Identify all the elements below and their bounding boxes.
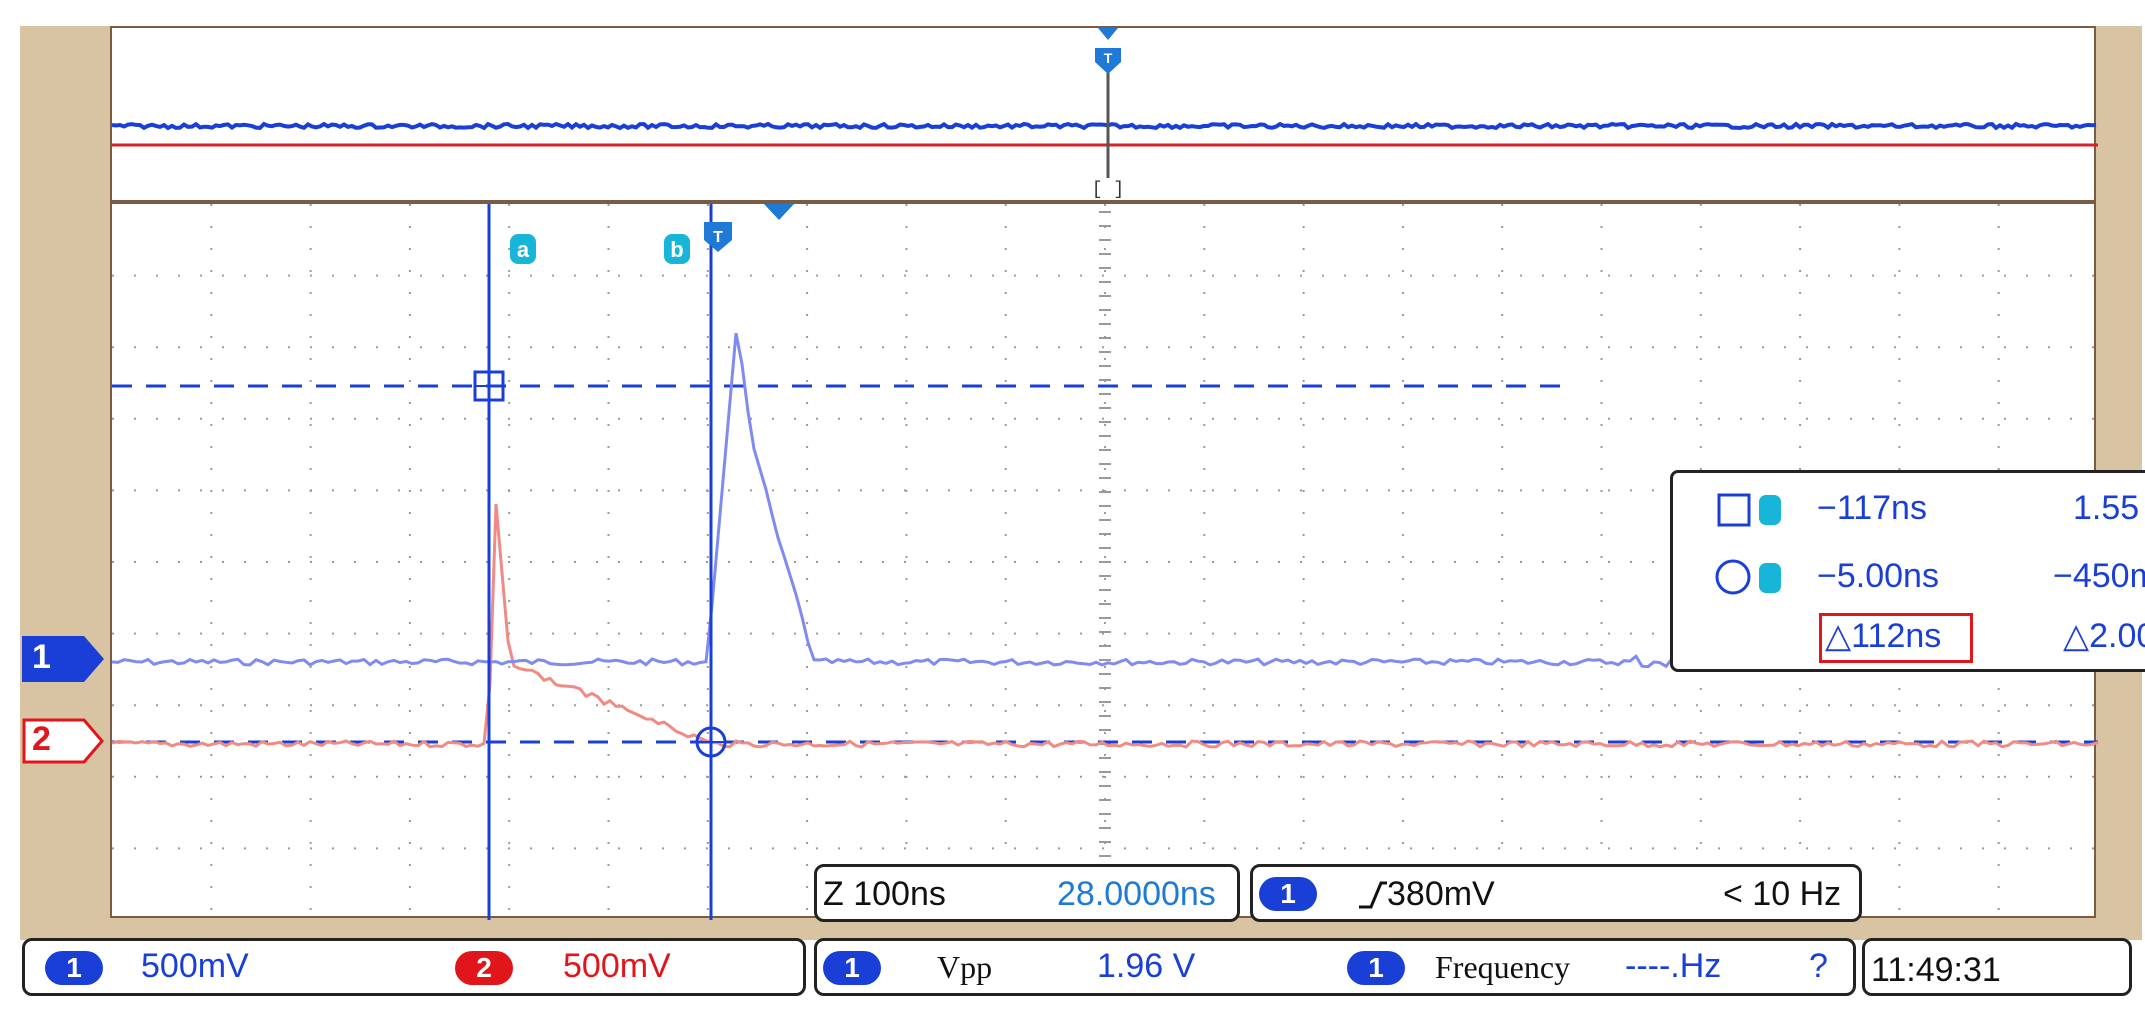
ch2-badge: 2	[455, 951, 513, 985]
ch1-ground-marker[interactable]: 1	[22, 636, 104, 682]
trigger-level: 380mV	[1387, 875, 1495, 913]
cursor-b-time: −5.00ns	[1817, 557, 1939, 595]
cursor-b-voltage: −450mV	[2053, 557, 2145, 595]
svg-text:b: b	[670, 237, 683, 262]
meas2-name: Frequency	[1435, 949, 1571, 985]
rising-edge-icon	[1359, 881, 1387, 909]
meas2-status-flag: ?	[1809, 947, 1828, 985]
trigger-position-marker-icon	[764, 204, 794, 220]
svg-text:T: T	[1104, 50, 1113, 66]
zoom-label: Z 100ns	[823, 875, 946, 913]
delta-voltage: △2.00 V	[2063, 617, 2145, 655]
meas1-value: 1.96 V	[1097, 947, 1196, 985]
svg-text:a: a	[517, 237, 530, 262]
meas2-value: ----.Hz	[1625, 947, 1722, 985]
cursor-b-circle-icon	[1715, 559, 1751, 595]
graticule: a b T	[111, 204, 2099, 920]
graticule-grid	[112, 204, 2098, 920]
cursor-readout-icons	[1715, 493, 1781, 595]
ch1-badge: 1	[45, 951, 103, 985]
delta-time: △112ns	[1825, 617, 1942, 655]
channel-scale-box[interactable]: 1 500mV 2 500mV	[22, 938, 806, 996]
cursor-a-square-icon	[1717, 493, 1751, 527]
overview-window-bracket: [ ]	[1092, 180, 1124, 200]
ch2-scale: 500mV	[563, 947, 671, 985]
ch2-trace	[111, 503, 2099, 749]
clock-box: 11:49:31	[1862, 938, 2132, 996]
overview-trigger-marker-icon: T	[1095, 28, 1121, 74]
cursor-b-badge-icon	[1759, 563, 1781, 593]
meas2-channel-badge: 1	[1347, 951, 1405, 985]
cursor-a-voltage: 1.55 V	[2073, 489, 2145, 527]
clock-time: 11:49:31	[1871, 951, 2001, 989]
ch2-ground-marker[interactable]: 2	[22, 718, 104, 764]
cursor-a-badge-icon	[1759, 495, 1781, 525]
cursor-b-circle-marker-icon	[695, 726, 727, 758]
trigger-box[interactable]: 1 380mV < 10 Hz	[1250, 864, 1862, 922]
cursor-b-label-icon: b	[664, 234, 690, 264]
trigger-point-marker-icon: T	[704, 222, 732, 252]
meas1-name: Vpp	[937, 949, 993, 985]
measurement-box[interactable]: 1 Vpp 1.96 V 1 Frequency ----.Hz ?	[814, 938, 1856, 996]
cursor-a-time: −117ns	[1817, 489, 1927, 527]
zoom-position: 28.0000ns	[1057, 875, 1216, 913]
waveform-display: a b T −117ns 1.55 V −5.00ns −450mV △112n…	[110, 202, 2145, 922]
svg-text:T: T	[713, 229, 723, 246]
ch1-scale: 500mV	[141, 947, 249, 985]
zoom-timebase-box[interactable]: Z 100ns 28.0000ns	[814, 864, 1240, 922]
overview-ch1-trace	[111, 121, 2097, 131]
trigger-frequency: < 10 Hz	[1723, 875, 1842, 913]
cursor-a-square-marker-icon	[473, 370, 505, 402]
trigger-channel-badge: 1	[1259, 877, 1317, 911]
overview-pane: T [ ]	[110, 26, 2098, 202]
delta-time-highlight	[1819, 613, 1973, 663]
cursor-readout-panel: −117ns 1.55 V −5.00ns −450mV △112ns △2.0…	[1670, 470, 2145, 672]
meas1-channel-badge: 1	[823, 951, 881, 985]
overview-traces: T [ ]	[111, 28, 2098, 200]
cursor-a-label-icon: a	[510, 234, 536, 264]
